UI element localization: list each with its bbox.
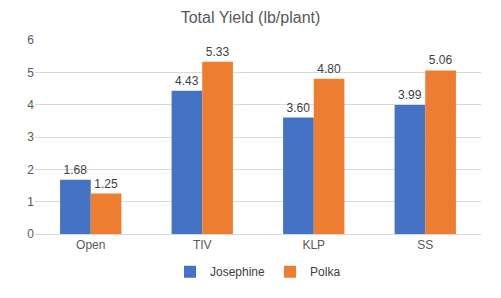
svg-text:3: 3 [27, 130, 34, 144]
svg-text:5.33: 5.33 [206, 45, 230, 59]
svg-text:3.60: 3.60 [287, 101, 311, 115]
svg-text:5.06: 5.06 [429, 53, 453, 67]
svg-text:1.25: 1.25 [94, 177, 118, 191]
svg-text:Josephine: Josephine [210, 265, 265, 279]
svg-text:1.68: 1.68 [64, 163, 88, 177]
svg-text:Total Yield (lb/plant): Total Yield (lb/plant) [181, 9, 321, 26]
svg-text:6: 6 [27, 33, 34, 47]
svg-text:KLP: KLP [302, 238, 325, 252]
svg-text:Open: Open [76, 238, 105, 252]
svg-text:0: 0 [27, 227, 34, 241]
svg-text:2: 2 [27, 163, 34, 177]
svg-text:1: 1 [27, 195, 34, 209]
svg-text:4.43: 4.43 [175, 74, 199, 88]
svg-text:4.80: 4.80 [317, 62, 341, 76]
svg-text:5: 5 [27, 66, 34, 80]
svg-text:Polka: Polka [310, 265, 340, 279]
svg-text:4: 4 [27, 98, 34, 112]
svg-text:3.99: 3.99 [398, 88, 422, 102]
svg-text:SS: SS [417, 238, 433, 252]
svg-text:TIV: TIV [193, 238, 212, 252]
